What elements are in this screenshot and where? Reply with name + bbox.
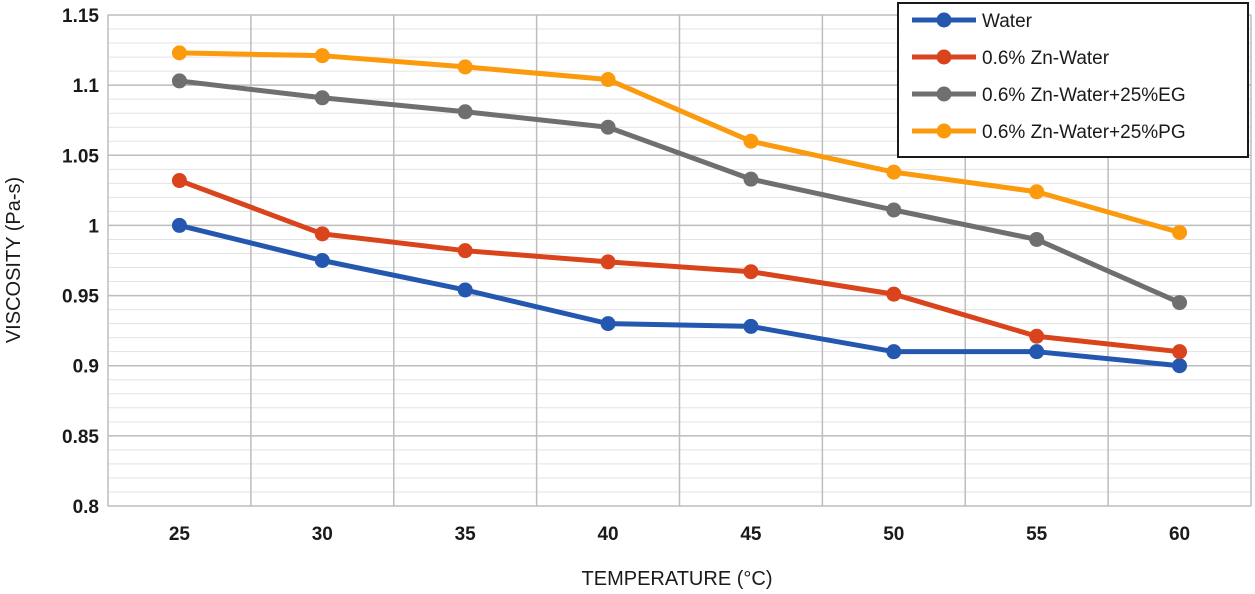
y-tick-label: 1.05: [62, 146, 99, 167]
data-point: [1172, 344, 1188, 360]
data-point: [171, 73, 187, 89]
x-tick-label: 60: [1169, 524, 1190, 545]
legend-swatch-marker: [936, 86, 952, 102]
data-point: [457, 104, 473, 120]
legend-label: 0.6% Zn-Water+25%PG: [982, 122, 1186, 143]
data-point: [886, 164, 902, 180]
series-2: [171, 173, 1188, 360]
legend-swatch-marker: [936, 49, 952, 65]
y-axis-ticks: 0.8 0.85 0.9 0.95 1 1.05 1.1 1.15: [62, 6, 99, 518]
y-tick-label: 0.8: [73, 497, 99, 518]
legend-swatch-marker: [936, 12, 952, 28]
series-line: [176, 222, 1183, 369]
x-tick-label: 40: [597, 524, 618, 545]
data-point: [171, 173, 187, 189]
data-point: [1029, 231, 1045, 247]
data-point: [457, 243, 473, 259]
legend-entry: 0.6% Zn-Water+25%EG: [912, 85, 1186, 106]
legend-entry: 0.6% Zn-Water: [912, 48, 1110, 69]
legend: Water 0.6% Zn-Water 0.6% Zn-Water+25%EG 0.6…: [897, 2, 1249, 158]
data-point: [600, 254, 616, 270]
legend-label: Water: [982, 11, 1033, 32]
data-point: [314, 48, 330, 64]
y-tick-label: 1: [88, 216, 99, 237]
data-point: [1029, 344, 1045, 360]
data-point: [314, 226, 330, 242]
x-axis-title: TEMPERATURE (°C): [582, 568, 773, 590]
data-point: [743, 171, 759, 187]
series-line: [176, 50, 1183, 235]
data-point: [743, 318, 759, 334]
x-axis-ticks: 25 30 35 40 45 50 55 60: [169, 524, 1190, 545]
legend-swatch-marker: [936, 123, 952, 139]
data-point: [1172, 295, 1188, 311]
y-axis-title: VISCOSITY (Pa-s): [3, 177, 25, 343]
data-point: [314, 253, 330, 268]
y-tick-label: 0.95: [62, 287, 99, 308]
data-point: [600, 119, 616, 135]
series-4: [171, 45, 1188, 240]
x-tick-label: 45: [740, 524, 762, 545]
data-point: [1029, 184, 1045, 200]
data-point: [171, 45, 187, 61]
y-tick-label: 0.85: [62, 427, 99, 448]
legend-label: 0.6% Zn-Water+25%EG: [982, 85, 1186, 106]
legend-entry: Water: [912, 11, 1033, 32]
data-point: [886, 202, 902, 218]
data-point: [600, 316, 616, 332]
series-line: [176, 178, 1183, 355]
data-point: [1172, 224, 1188, 240]
data-point: [886, 344, 902, 360]
x-tick-label: 25: [169, 524, 191, 545]
data-point: [457, 59, 473, 75]
series-line: [176, 78, 1183, 306]
legend-label: 0.6% Zn-Water: [982, 48, 1110, 69]
series-layer: [171, 45, 1188, 374]
data-point: [743, 133, 759, 149]
y-tick-label: 1.15: [62, 6, 99, 27]
x-tick-label: 35: [455, 524, 477, 545]
data-point: [1172, 358, 1188, 374]
series-3: [171, 73, 1188, 311]
x-tick-label: 30: [312, 524, 333, 545]
x-tick-label: 55: [1026, 524, 1048, 545]
y-tick-label: 0.9: [73, 357, 99, 378]
plot-frame: [107, 14, 1252, 507]
data-point: [457, 282, 473, 298]
data-point: [743, 264, 759, 280]
data-point: [1029, 328, 1045, 344]
data-point: [314, 90, 330, 106]
data-point: [886, 286, 902, 302]
series-1: [171, 217, 1188, 374]
x-tick-label: 50: [883, 524, 904, 545]
data-point: [171, 217, 187, 233]
legend-entry: 0.6% Zn-Water+25%PG: [912, 122, 1186, 143]
y-tick-label: 1.1: [73, 76, 100, 97]
data-point: [600, 72, 616, 88]
